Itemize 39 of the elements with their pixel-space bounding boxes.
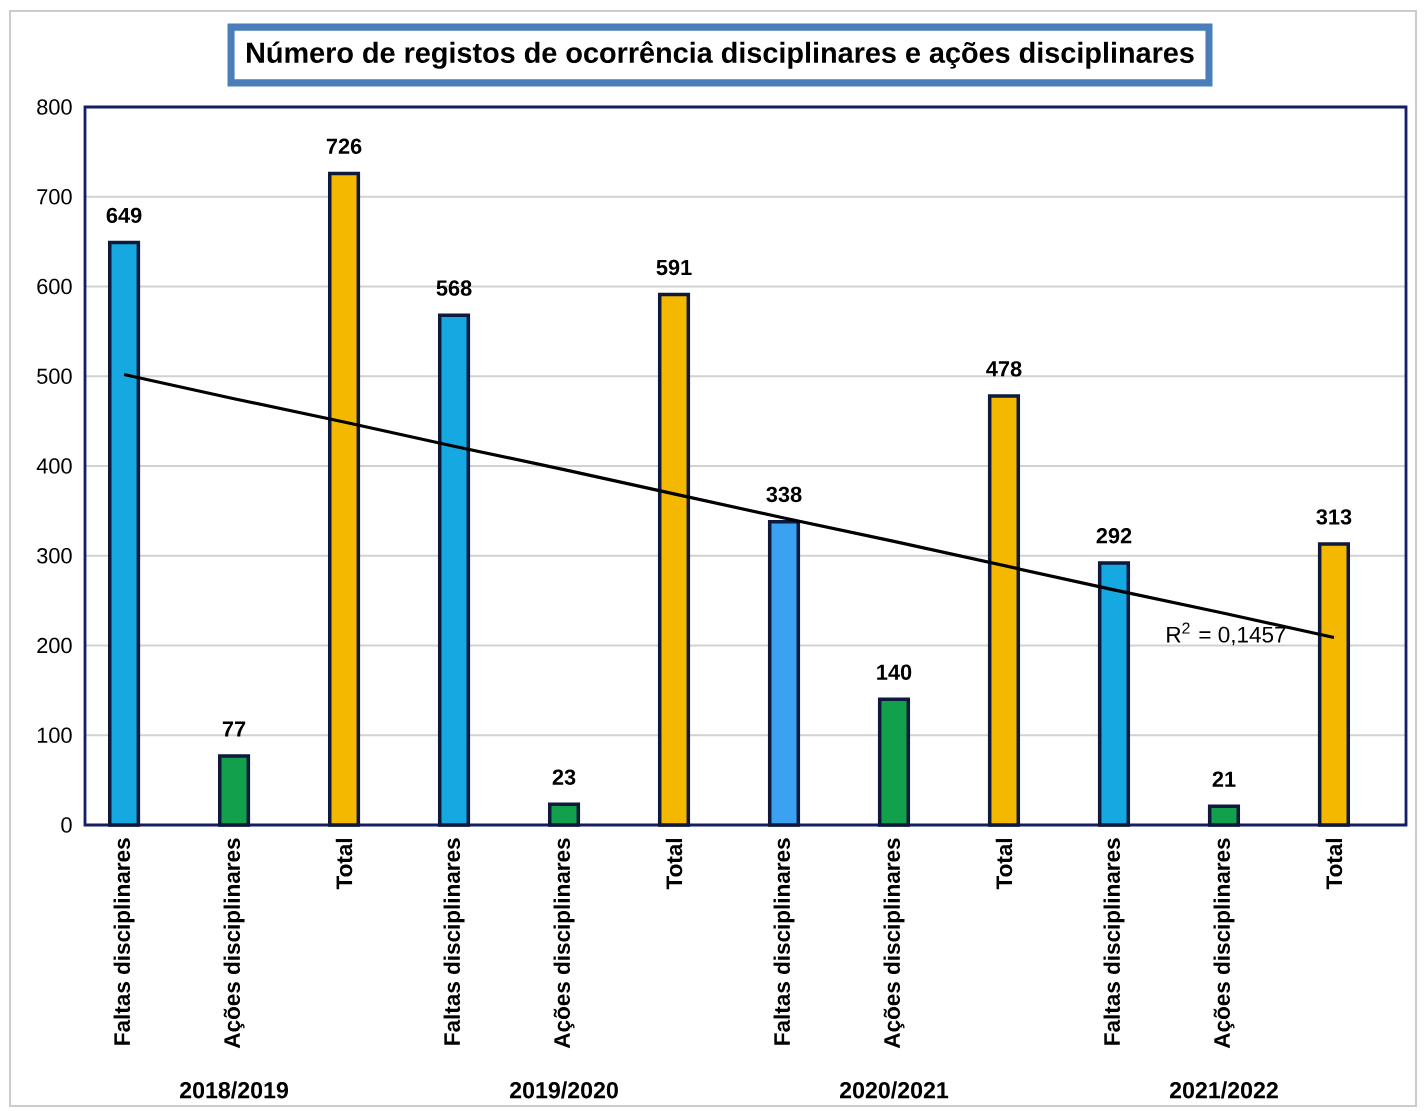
y-tick-label: 0 [61, 817, 72, 833]
series-label: R$^{2}$ = 0,1457 [1167, 622, 1286, 646]
text: 2019/2020 [510, 1081, 618, 1099]
y-tick-label: 500 [37, 368, 72, 384]
text: 2020/2021 [840, 1081, 949, 1099]
y-tick-label: 100 [37, 727, 72, 743]
x-tick-label: Total [995, 839, 1013, 890]
x-tick-label: Ações disciplinares [883, 838, 905, 1049]
data-label: 292 [1096, 528, 1132, 544]
y-tick-label: 300 [37, 548, 72, 564]
data-label: 568 [436, 280, 472, 296]
x-tick-label: Faltas disciplinares [1103, 838, 1125, 1045]
x-tick-label: Faltas disciplinares [443, 838, 465, 1045]
data-label: 140 [877, 664, 912, 680]
text: 2021/2022 [1169, 1081, 1278, 1099]
x-tick-label: Faltas disciplinares [113, 838, 135, 1045]
x-tick-label: Total [335, 839, 353, 890]
data-label: 726 [326, 138, 362, 154]
y-tick-label: 800 [37, 99, 72, 115]
data-label: 23 [552, 769, 576, 785]
x-tick-label: Total [1325, 839, 1343, 890]
data-label: 338 [766, 486, 802, 503]
data-label: 649 [106, 207, 142, 224]
y-tick-label: 700 [37, 189, 72, 205]
x-tick-label: Total [665, 839, 683, 890]
data-label: 591 [656, 259, 692, 276]
y-tick-label: 200 [37, 637, 72, 654]
data-label: 21 [1212, 771, 1236, 787]
x-tick-label: Ações disciplinares [223, 838, 245, 1049]
x-tick-label: Ações disciplinares [1213, 838, 1235, 1049]
x-tick-label: Ações disciplinares [553, 838, 575, 1049]
data-label: 77 [222, 721, 246, 737]
y-tick-label: 400 [36, 458, 72, 474]
y-tick-label: 600 [37, 278, 72, 295]
data-label: 478 [986, 361, 1022, 377]
x-tick-label: Faltas disciplinares [773, 838, 795, 1045]
text: 2018/2019 [180, 1081, 289, 1099]
data-label: 313 [1316, 509, 1352, 525]
chart-title: Número de registos de ocorrência disciplinares e ações disciplinares [247, 41, 1194, 69]
